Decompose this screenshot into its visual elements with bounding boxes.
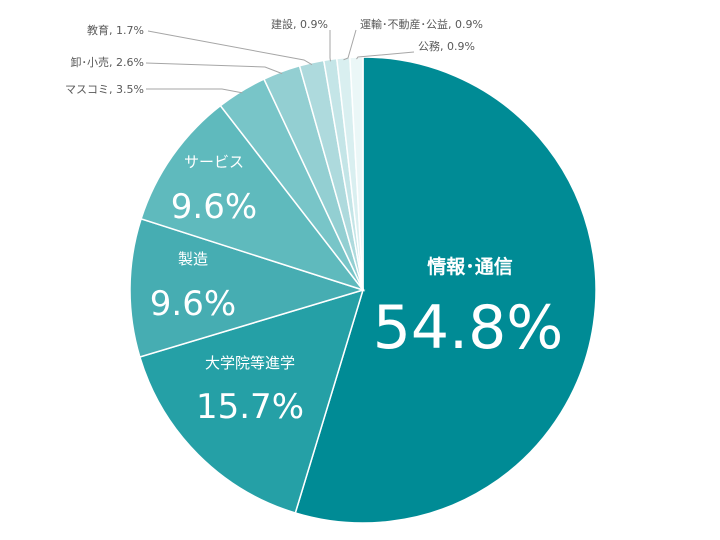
- slice-3: [140, 104, 366, 292]
- slice-label-9: 公務, 0.9%: [418, 39, 475, 53]
- slice-label-8: 運輸･不動産･公益, 0.9%: [360, 17, 483, 31]
- slice-label-value-1: 15.7%: [196, 387, 304, 427]
- slice-label-7: 建設, 0.9%: [271, 17, 328, 31]
- leader-line-9: [356, 51, 415, 60]
- slice-label-name-2: 製造: [178, 250, 208, 268]
- pie-labels: 情報･通信 54.8% 大学院等進学 15.7% 製造 9.6% サービス 9.6% マスコミ,…: [65, 17, 563, 427]
- slice-label-value-3: 9.6%: [171, 187, 257, 227]
- slice-1: [138, 288, 365, 514]
- slice-2: [129, 217, 366, 358]
- slice-label-name-1: 大学院等進学: [205, 354, 295, 372]
- leader-line-7: [329, 30, 331, 62]
- leader-line-6: [147, 30, 313, 66]
- slice-label-6: 教育, 1.7%: [87, 23, 144, 37]
- slice-label-4: マスコミ, 3.5%: [65, 83, 144, 96]
- slice-label-5: 卸･小売, 2.6%: [71, 55, 144, 69]
- pie-slices: [129, 56, 597, 524]
- slice-label-value-2: 9.6%: [150, 284, 236, 324]
- leader-line-5: [145, 62, 283, 75]
- slice-0: [294, 56, 597, 524]
- leader-line-8: [343, 29, 357, 61]
- leader-line-4: [146, 88, 243, 94]
- slice-label-name-3: サービス: [184, 153, 244, 171]
- slice-label-name-0: 情報･通信: [427, 255, 513, 278]
- slice-label-value-0: 54.8%: [373, 293, 564, 363]
